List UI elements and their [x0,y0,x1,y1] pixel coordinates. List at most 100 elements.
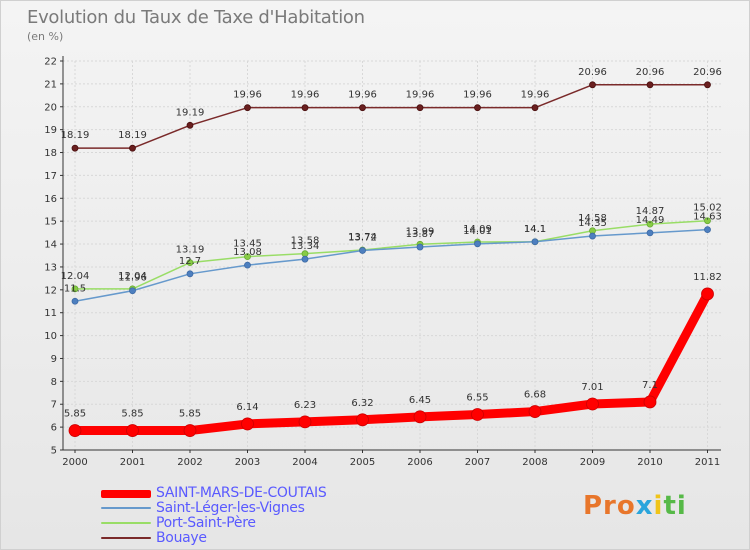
data-point-1-10 [646,229,654,237]
y-tick-label: 11 [44,308,57,319]
data-label-2-0: 12.04 [61,271,90,282]
data-label-0-1: 5.85 [121,409,143,420]
data-label-0-7: 6.55 [466,393,488,404]
x-tick-label: 2010 [637,457,662,468]
series-line-0 [70,289,712,436]
data-point-3-5 [359,104,366,112]
data-point-0-0 [68,424,82,437]
data-point-1-11 [704,226,711,234]
y-tick-label: 19 [44,125,57,136]
y-tick-label: 12 [44,285,57,296]
data-label-0-4: 6.23 [294,400,316,411]
data-label-0-10: 7.1 [642,380,658,391]
data-point-0-4 [298,415,312,429]
x-tick-label: 2005 [350,457,375,468]
data-point-2-11 [704,217,711,225]
data-label-1-10: 14.49 [636,215,665,226]
legend-swatch-saint-mars [101,490,151,498]
data-label-1-0: 11.5 [64,283,86,294]
data-point-3-9 [589,81,596,89]
data-point-3-8 [531,104,539,112]
legend-swatch-bouaye [101,537,151,539]
legend-label-port-saint-pere: Port-Saint-Père [156,515,256,531]
data-label-1-4: 13.34 [291,241,320,252]
data-label-1-6: 13.87 [406,229,435,240]
data-label-3-0: 18.19 [61,130,90,141]
data-label-3-5: 19.96 [348,90,377,101]
data-label-3-7: 19.96 [463,90,492,101]
data-label-1-3: 13.08 [233,247,262,258]
data-point-1-4 [301,255,309,263]
data-label-2-8: 14.1 [524,224,546,235]
data-point-3-1 [129,144,136,152]
x-tick-label: 2011 [695,457,720,468]
grid-layer [63,60,721,451]
x-tick-label: 2001 [120,457,145,468]
proxiti-logo: Proxiti [583,491,687,521]
label-layer: 5.85 5.85 5.85 6.14 6.23 6.32 6.45 6.55 6.68 7.01… [61,67,722,420]
y-tick-label: 21 [44,79,57,90]
data-point-1-0 [71,297,79,305]
data-label-2-11: 15.02 [693,203,722,214]
data-point-2-3 [244,253,251,261]
data-label-3-8: 19.96 [521,90,550,101]
data-point-3-11 [704,81,711,89]
data-point-3-0 [71,144,79,152]
data-label-1-5: 13.72 [348,232,377,243]
data-point-0-8 [528,405,542,418]
x-tick-label: 2003 [235,457,260,468]
legend-label-bouaye: Bouaye [156,530,207,546]
data-point-0-7 [471,408,484,421]
y-tick-label: 7 [51,400,57,411]
data-point-0-6 [413,410,427,424]
data-label-2-9: 14.58 [578,213,607,224]
data-label-3-2: 19.19 [176,107,205,118]
y-tick-label: 8 [51,377,57,388]
data-label-2-5: 13.74 [348,232,377,243]
data-label-0-2: 5.85 [179,409,201,420]
data-label-2-7: 14.09 [463,224,492,235]
data-label-1-1: 11.96 [118,273,147,284]
data-point-3-7 [474,104,481,112]
data-label-3-1: 18.19 [118,130,147,141]
data-point-2-10 [646,220,654,228]
y-tick-label: 10 [44,331,57,342]
data-point-2-2 [186,259,194,266]
data-point-0-5 [356,413,369,427]
x-tick-label: 2008 [522,457,547,468]
series-line-3 [74,84,709,149]
data-point-0-2 [183,424,197,437]
data-label-0-8: 6.68 [524,390,546,401]
series-layer [68,81,714,437]
data-label-0-5: 6.32 [351,398,373,409]
data-point-1-3 [244,261,251,269]
data-label-3-9: 20.96 [578,67,607,78]
y-tick-label: 17 [44,171,57,182]
data-label-0-3: 6.14 [236,402,258,413]
legend-swatch-saint-leger [101,507,151,509]
x-tick-label: 2000 [62,457,87,468]
data-point-1-5 [359,247,366,254]
x-tick-label: 2006 [407,457,432,468]
data-point-1-8 [531,238,539,246]
data-point-0-11 [701,287,714,301]
y-tick-label: 5 [51,446,57,457]
chart-title: Evolution du Taux de Taxe d'Habitation [27,7,365,28]
y-tick-label: 18 [44,148,57,159]
data-label-3-11: 20.96 [693,67,722,78]
data-point-0-9 [586,397,599,411]
data-label-1-11: 14.63 [693,212,722,223]
data-label-1-8: 14.1 [524,224,546,235]
data-point-3-2 [186,121,194,129]
data-point-3-10 [646,81,654,89]
x-tick-label: 2002 [177,457,202,468]
data-point-0-1 [126,424,139,437]
data-label-3-4: 19.96 [291,90,320,101]
data-label-3-3: 19.96 [233,90,262,101]
y-tick-label: 13 [44,262,57,273]
y-tick-label: 16 [44,194,57,205]
data-point-1-9 [589,232,596,240]
y-tick-label: 20 [44,102,57,113]
data-label-1-9: 14.35 [578,218,607,229]
